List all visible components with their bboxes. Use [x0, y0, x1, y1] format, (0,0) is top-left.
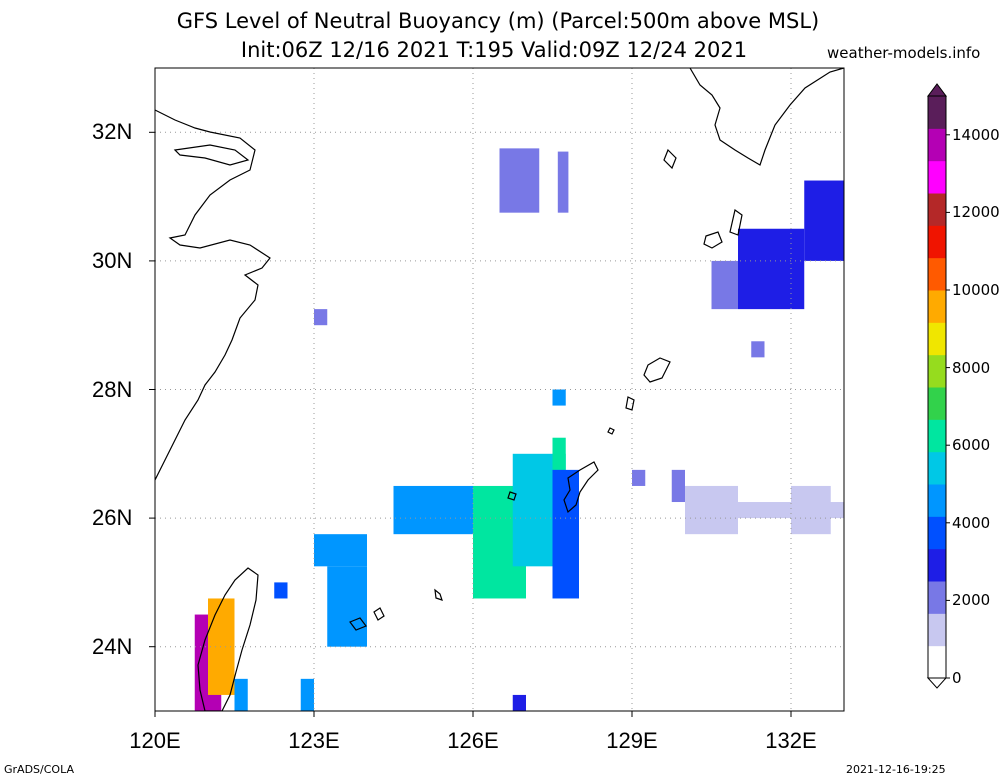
- colorbar-label: 6000: [952, 436, 991, 455]
- tanegashima: [729, 208, 743, 236]
- buoyancy-cell: [751, 341, 765, 358]
- yangtze-estuary: [173, 144, 250, 166]
- colorbar-min-arrow: [926, 677, 948, 689]
- y-tick-label: 28N: [92, 376, 133, 402]
- y-tick-label: 32N: [92, 119, 133, 145]
- kume-island: [507, 491, 517, 501]
- colorbar-label: 8000: [952, 358, 991, 377]
- map-title-line2: Init:06Z 12/16 2021 T:195 Valid:09Z 12/2…: [240, 38, 748, 62]
- miyako-island: [434, 588, 443, 601]
- colorbar-segment: [928, 451, 946, 485]
- lat-lon-grid: [155, 68, 844, 711]
- colorbar-segment: [928, 290, 946, 323]
- colorbar-segment: [928, 516, 946, 550]
- iriomote-island: [373, 607, 385, 621]
- amami-island: [643, 357, 671, 383]
- buoyancy-cell: [632, 469, 646, 486]
- map-title-line1: GFS Level of Neutral Buoyancy (m) (Parce…: [176, 9, 820, 33]
- buoyancy-cell: [300, 678, 314, 711]
- kyushu-coast: [689, 68, 844, 166]
- buoyancy-cell: [274, 582, 288, 599]
- buoyancy-cell: [512, 694, 526, 711]
- kyushu-islet: [663, 148, 677, 170]
- colorbar-segment: [928, 484, 946, 517]
- china-coast: [155, 109, 271, 481]
- colorbar-segment: [928, 548, 946, 582]
- x-tick-label: 129E: [606, 728, 658, 753]
- buoyancy-cell: [234, 678, 248, 711]
- colorbar-segment: [928, 581, 946, 614]
- colorbar-segment: [928, 225, 946, 259]
- y-tick-label: 26N: [92, 505, 133, 531]
- colorbar-segment: [928, 257, 946, 291]
- colorbar-label: 10000: [952, 281, 1000, 299]
- buoyancy-cell: [314, 534, 367, 567]
- buoyancy-cell: [552, 389, 566, 406]
- colorbar-segment: [928, 128, 946, 162]
- yakushima: [703, 231, 723, 249]
- buoyancy-cell: [552, 437, 566, 470]
- colorbar-label: 0: [952, 669, 962, 687]
- colorbar-label: 14000: [952, 125, 1000, 144]
- y-tick-label: 30N: [92, 247, 133, 273]
- x-tick-label: 123E: [288, 728, 340, 753]
- x-tick-label: 132E: [765, 728, 817, 753]
- buoyancy-cell: [791, 485, 831, 535]
- buoyancy-cell: [314, 309, 328, 326]
- x-tick-label: 120E: [129, 728, 181, 753]
- tokunoshima: [625, 396, 635, 411]
- colorbar-segment: [928, 387, 946, 420]
- colorbar-segment: [928, 613, 946, 647]
- colorbar-label: 2000: [952, 591, 991, 610]
- colorbar-label: 12000: [952, 203, 1000, 222]
- buoyancy-cell: [804, 180, 844, 261]
- x-tick-label: 126E: [447, 728, 499, 753]
- footer-credit: GrADS/COLA: [4, 763, 74, 776]
- ishigaki-island: [349, 617, 367, 631]
- colorbar-segment: [928, 419, 946, 453]
- buoyancy-cell: [327, 566, 367, 647]
- buoyancy-cell: [738, 228, 805, 310]
- colorbar-label: 4000: [952, 513, 991, 532]
- colorbar-segment: [928, 354, 946, 388]
- colorbar-segment: [928, 645, 946, 679]
- colorbar: [926, 83, 950, 689]
- yonaguni-island: [607, 427, 615, 435]
- colorbar-segment: [928, 193, 946, 226]
- footer-timestamp: 2021-12-16-19:25: [846, 763, 946, 776]
- buoyancy-field: [194, 148, 844, 711]
- buoyancy-cell: [711, 260, 738, 310]
- buoyancy-cell: [685, 485, 738, 535]
- colorbar-segment: [928, 160, 946, 194]
- buoyancy-cell: [557, 151, 569, 213]
- y-tick-label: 24N: [92, 633, 133, 659]
- okinawa-island: [563, 461, 599, 514]
- axis-ticks: [149, 131, 792, 717]
- site-credit: weather-models.info: [827, 44, 981, 62]
- taiwan-island: [197, 567, 259, 711]
- buoyancy-cell: [393, 485, 473, 535]
- buoyancy-cell: [499, 148, 540, 213]
- buoyancy-cell: [671, 469, 685, 503]
- colorbar-max-arrow: [927, 83, 947, 97]
- colorbar-segment: [928, 96, 946, 129]
- colorbar-segment: [928, 322, 946, 356]
- coastline: [155, 68, 844, 711]
- buoyancy-cell: [552, 469, 579, 599]
